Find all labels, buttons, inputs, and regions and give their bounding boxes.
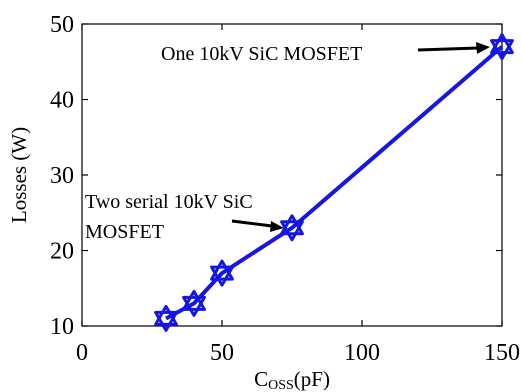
- plot-area: [81, 23, 503, 327]
- annotation-two-mosfet-arrowhead: [270, 221, 284, 232]
- data-point-3: [280, 214, 304, 242]
- annotation-one-mosfet-arrowhead: [476, 42, 490, 54]
- y-tick-label-2: 30: [50, 163, 74, 189]
- x-axis-label-unit: (pF): [294, 367, 330, 391]
- data-point-4: [490, 33, 514, 61]
- annotation-two-mosfet-line1: Two serial 10kV SiC: [85, 191, 253, 213]
- annotation-one-mosfet: One 10kV SiC MOSFET: [161, 43, 362, 65]
- annotation-two-mosfet-arrow: [231, 219, 273, 228]
- x-tick-label-3: 150: [484, 340, 520, 366]
- y-tick-label-4: 50: [50, 12, 74, 38]
- y-tick-label-0: 10: [50, 314, 74, 340]
- x-axis-label-subscript: OSS: [268, 378, 294, 392]
- x-axis-label: COSS(pF): [254, 367, 330, 392]
- annotation-two-mosfet: Two serial 10kV SiC MOSFET: [85, 191, 253, 243]
- y-tick-label-3: 40: [50, 88, 74, 114]
- x-tick-label-0: 0: [76, 340, 88, 366]
- annotation-two-mosfet-line2: MOSFET: [85, 221, 164, 243]
- data-point-1: [182, 289, 206, 317]
- annotation-one-mosfet-arrow: [417, 46, 479, 52]
- y-tick-label-1: 20: [50, 239, 74, 265]
- data-point-2: [210, 259, 234, 287]
- data-point-0: [154, 304, 178, 332]
- x-tick-label-2: 100: [344, 340, 380, 366]
- y-axis-label: Losses (W): [7, 127, 31, 223]
- x-axis-label-main: C: [254, 367, 268, 391]
- x-tick-label-1: 50: [210, 340, 234, 366]
